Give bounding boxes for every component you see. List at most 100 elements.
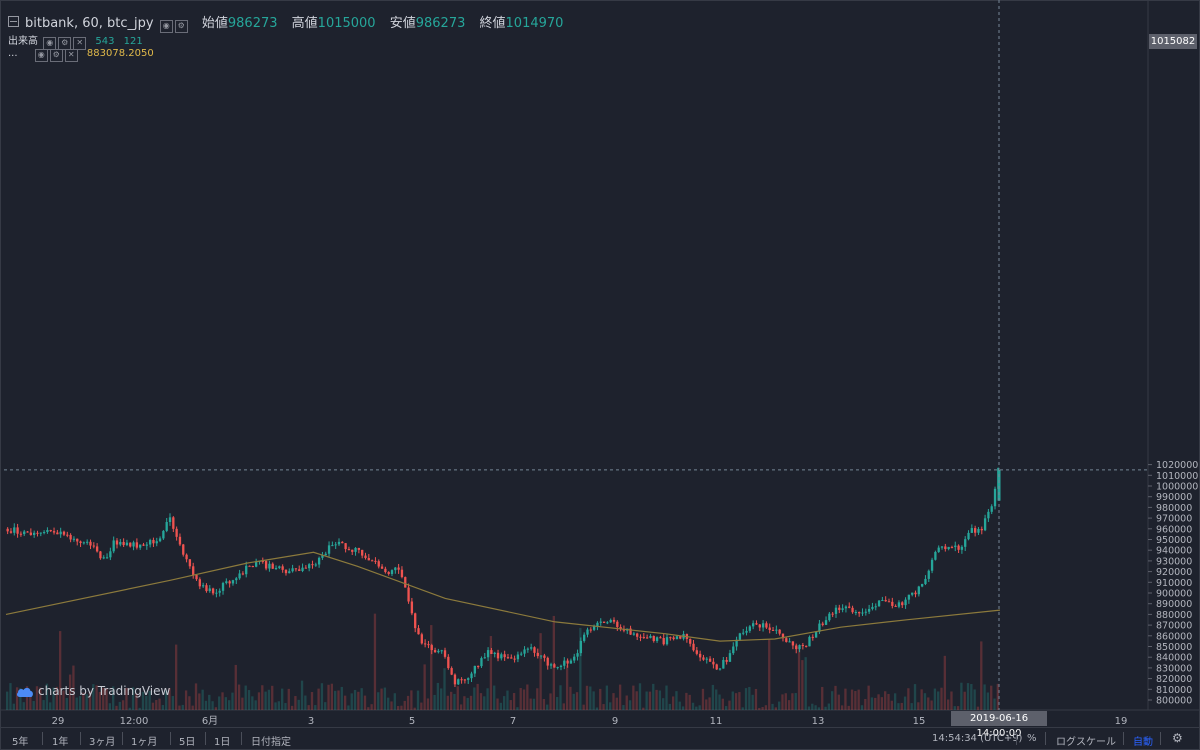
- volume-bar: [78, 696, 82, 710]
- range-5y[interactable]: 5年: [12, 737, 29, 748]
- eye-icon[interactable]: ◉: [34, 49, 48, 62]
- candle-body: [341, 541, 344, 544]
- volume-bar: [874, 697, 877, 710]
- candle-body: [288, 571, 291, 574]
- volume-bar: [82, 692, 85, 710]
- candle-body: [748, 626, 752, 631]
- volume-bar: [456, 686, 459, 710]
- candle-body: [327, 545, 331, 554]
- volume-bar: [244, 685, 247, 710]
- candle-body: [500, 654, 503, 659]
- candle-body: [957, 545, 960, 550]
- gear-icon[interactable]: ⚙: [1172, 731, 1183, 745]
- x-tick-label: 15: [913, 716, 926, 727]
- close-icon[interactable]: ✕: [64, 49, 78, 62]
- volume-bar: [559, 685, 562, 710]
- candle-body: [702, 657, 705, 660]
- y-tick-label: 930000: [1156, 556, 1192, 567]
- volume-bar: [191, 705, 194, 710]
- candle-body: [897, 602, 901, 607]
- range-1d[interactable]: 1日: [214, 737, 231, 748]
- candle-body: [410, 601, 414, 614]
- candle-body: [453, 674, 457, 685]
- settings-small-icon[interactable]: ⚙: [49, 49, 63, 62]
- volume-bar: [996, 683, 999, 710]
- volume-bar: [758, 707, 761, 710]
- volume-bar: [966, 683, 970, 710]
- candle-body: [404, 577, 407, 588]
- candle-body: [539, 655, 543, 657]
- volume-bar: [681, 706, 685, 710]
- volume-bar: [241, 697, 244, 710]
- volume-bar: [893, 693, 897, 710]
- candle-body: [891, 601, 894, 606]
- volume-bar: [734, 693, 738, 710]
- volume-bar: [715, 689, 718, 710]
- candle-body: [569, 660, 573, 664]
- eye-icon[interactable]: ◉: [159, 20, 173, 33]
- volume-bar: [662, 698, 665, 710]
- settings-small-icon[interactable]: ⚙: [58, 37, 72, 50]
- auto-scale-toggle[interactable]: 自動: [1133, 737, 1153, 748]
- volume-bar: [148, 690, 151, 710]
- log-scale-toggle[interactable]: ログスケール: [1056, 737, 1116, 748]
- candle-body: [940, 546, 944, 548]
- volume-bar: [251, 696, 254, 710]
- candle-body: [384, 568, 387, 573]
- volume-bar: [49, 702, 52, 710]
- candle-body: [311, 564, 314, 566]
- volume-bar: [913, 684, 917, 710]
- volume-bar: [572, 693, 575, 710]
- volume-bar: [330, 683, 334, 710]
- volume-bar: [443, 668, 446, 710]
- candle-body: [278, 566, 281, 568]
- candle-body: [993, 488, 997, 507]
- volume-bar: [188, 696, 191, 710]
- close-label: 終値: [479, 16, 506, 31]
- candle-body: [950, 546, 954, 548]
- volume-bar: [383, 687, 387, 710]
- eye-icon[interactable]: ◉: [43, 37, 57, 50]
- volume-bar: [483, 696, 486, 710]
- volume-bar: [751, 694, 754, 710]
- volume-bar: [811, 703, 814, 710]
- candle-body: [13, 527, 16, 533]
- tradingview-watermark[interactable]: charts by TradingView: [16, 684, 170, 698]
- volume-bar: [877, 694, 880, 710]
- range-1y[interactable]: 1年: [52, 737, 69, 748]
- volume-bar: [804, 657, 807, 710]
- percent-scale-toggle[interactable]: %: [1027, 733, 1037, 744]
- volume-bar: [618, 684, 622, 710]
- range-5d[interactable]: 5日: [179, 737, 196, 748]
- candle-body: [125, 542, 129, 546]
- volume-bar: [184, 690, 188, 710]
- range-3m[interactable]: 3ヶ月: [89, 737, 116, 748]
- candle-body: [778, 629, 781, 634]
- candle-body: [901, 602, 904, 606]
- range-1m[interactable]: 1ヶ月: [131, 737, 158, 748]
- volume-bar: [887, 693, 890, 710]
- candle-body: [973, 528, 977, 533]
- volume-bar: [665, 685, 668, 710]
- volume-bar: [430, 625, 433, 710]
- volume-bar: [503, 696, 506, 710]
- candle-body: [112, 540, 115, 552]
- candle-body: [463, 679, 467, 681]
- volume-bar: [831, 691, 834, 710]
- candle-body: [496, 652, 500, 659]
- volume-bar: [234, 664, 237, 710]
- volume-bar: [622, 705, 625, 710]
- candle-body: [599, 621, 602, 623]
- date-range-picker[interactable]: 日付指定: [251, 737, 291, 748]
- y-tick-label: 960000: [1156, 524, 1192, 535]
- candle-body: [139, 544, 142, 548]
- volume-bar: [864, 698, 867, 710]
- candle-body: [616, 621, 619, 627]
- settings-small-icon[interactable]: ⚙: [174, 20, 188, 33]
- volume-bar: [6, 691, 9, 710]
- volume-bar: [141, 691, 145, 710]
- divider: [205, 732, 206, 745]
- volume-bar: [943, 655, 946, 710]
- collapse-icon[interactable]: [8, 16, 19, 27]
